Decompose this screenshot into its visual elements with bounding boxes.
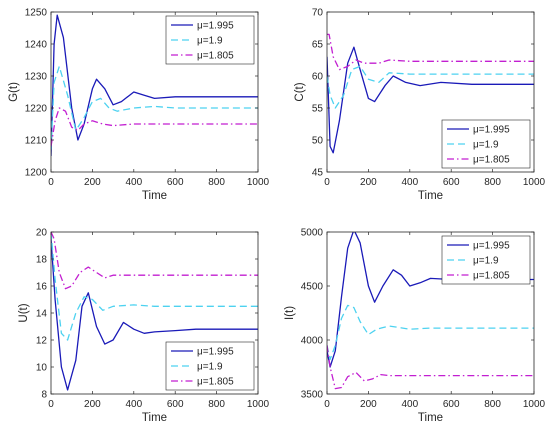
- subplot-I: 0 200 400 600 800 1000 3500 4000 4500 5000 Time I(t…: [284, 228, 546, 425]
- y-tick-label: 8: [41, 390, 47, 401]
- y-tick-label: 18: [36, 255, 48, 266]
- legend-label-2: μ=1.805: [197, 377, 234, 388]
- y-tick-label: 1220: [25, 104, 48, 115]
- y-tick-label: 60: [312, 72, 324, 83]
- legend-label-2: μ=1.805: [197, 51, 234, 62]
- x-axis-label: Time: [418, 190, 443, 202]
- legend-label-1: μ=1.9: [197, 362, 223, 373]
- x-tick-label: 200: [84, 399, 101, 410]
- x-tick-label: 200: [360, 399, 377, 410]
- y-tick-label: 4000: [301, 336, 324, 347]
- series-line-I-2: [327, 345, 534, 390]
- x-tick-label: 800: [208, 177, 225, 188]
- y-tick-label: 45: [312, 168, 324, 179]
- legend-box: [165, 341, 255, 391]
- y-tick-label: 70: [312, 8, 324, 19]
- series-line-U-1: [51, 232, 258, 341]
- x-axis-label: Time: [142, 190, 167, 202]
- y-tick-label: 1240: [25, 40, 48, 51]
- legend-label-2: μ=1.805: [473, 155, 510, 166]
- y-tick-label: 1250: [25, 8, 48, 19]
- axes-frame: [326, 231, 535, 395]
- y-tick-label: 10: [36, 363, 48, 374]
- legend: μ=1.995 μ=1.9 μ=1.805: [165, 341, 255, 391]
- x-tick-label: 0: [324, 399, 330, 410]
- series-line-U-2: [51, 232, 258, 290]
- x-tick-label: 1000: [247, 399, 270, 410]
- legend: μ=1.995 μ=1.9 μ=1.805: [441, 119, 531, 169]
- x-tick-label: 1000: [523, 399, 546, 410]
- y-tick-label: 14: [36, 309, 48, 320]
- x-tick-label: 400: [125, 177, 142, 188]
- legend-label-1: μ=1.9: [473, 256, 499, 267]
- legend: μ=1.995 μ=1.9 μ=1.805: [165, 15, 255, 65]
- series-line-C-1: [327, 65, 534, 109]
- axes-frame: [326, 11, 535, 173]
- y-tick-label: 12: [36, 336, 48, 347]
- subplot-G: 0 200 400 600 800 1000 1200 1210 1220 1230 1240 125…: [8, 8, 270, 203]
- legend-box: [441, 119, 531, 169]
- y-axis-label: G(t): [8, 82, 20, 102]
- x-tick-label: 200: [84, 177, 101, 188]
- y-tick-label: 16: [36, 282, 48, 293]
- legend-label-0: μ=1.995: [473, 241, 510, 252]
- series-line-C-0: [327, 46, 534, 154]
- x-axis-label: Time: [418, 412, 443, 424]
- series-line-G-1: [51, 65, 258, 150]
- x-tick-label: 0: [48, 177, 54, 188]
- x-tick-label: 800: [484, 177, 501, 188]
- y-tick-label: 50: [312, 136, 324, 147]
- y-tick-label: 65: [312, 40, 324, 51]
- x-tick-label: 600: [443, 177, 460, 188]
- series-line-G-0: [51, 14, 258, 157]
- y-tick-label: 1230: [25, 72, 48, 83]
- y-tick-label: 55: [312, 104, 324, 115]
- x-tick-label: 600: [167, 399, 184, 410]
- x-tick-label: 1000: [247, 177, 270, 188]
- x-tick-label: 600: [167, 177, 184, 188]
- legend-box: [441, 235, 531, 285]
- legend-box: [165, 15, 255, 65]
- series-line-I-1: [327, 304, 534, 361]
- series-line-C-2: [327, 33, 534, 71]
- y-tick-label: 4500: [301, 282, 324, 293]
- x-tick-label: 200: [360, 177, 377, 188]
- x-tick-label: 1000: [523, 177, 546, 188]
- subplot-U: 0 200 400 600 800 1000 8 10 12 14 16 18 20 Time U(t) μ=…: [18, 228, 270, 425]
- y-tick-label: 20: [36, 228, 48, 239]
- x-axis-label: Time: [142, 412, 167, 424]
- legend: μ=1.995 μ=1.9 μ=1.805: [441, 235, 531, 285]
- legend-label-1: μ=1.9: [473, 140, 499, 151]
- y-axis-label: U(t): [18, 303, 30, 322]
- x-tick-label: 400: [401, 177, 418, 188]
- series-line-U-0: [51, 238, 258, 391]
- x-tick-label: 400: [125, 399, 142, 410]
- x-tick-label: 0: [48, 399, 54, 410]
- x-tick-label: 800: [484, 399, 501, 410]
- x-tick-label: 400: [401, 399, 418, 410]
- y-axis-label: I(t): [284, 306, 296, 320]
- x-tick-label: 600: [443, 399, 460, 410]
- legend-label-2: μ=1.805: [473, 271, 510, 282]
- x-tick-label: 0: [324, 177, 330, 188]
- legend-label-0: μ=1.995: [197, 21, 234, 32]
- legend-label-1: μ=1.9: [197, 36, 223, 47]
- x-tick-label: 800: [208, 399, 225, 410]
- y-tick-label: 1210: [25, 136, 48, 147]
- y-axis-label: C(t): [294, 82, 306, 101]
- subplot-C: 0 200 400 600 800 1000 45 50 55 60 65 70 Time C(t) μ=1…: [294, 8, 546, 203]
- axes-frame: [50, 11, 259, 173]
- legend-label-0: μ=1.995: [473, 125, 510, 136]
- y-tick-label: 1200: [25, 168, 48, 179]
- series-line-G-2: [51, 107, 258, 147]
- y-tick-label: 3500: [301, 390, 324, 401]
- legend-label-0: μ=1.995: [197, 347, 234, 358]
- y-tick-label: 5000: [301, 228, 324, 239]
